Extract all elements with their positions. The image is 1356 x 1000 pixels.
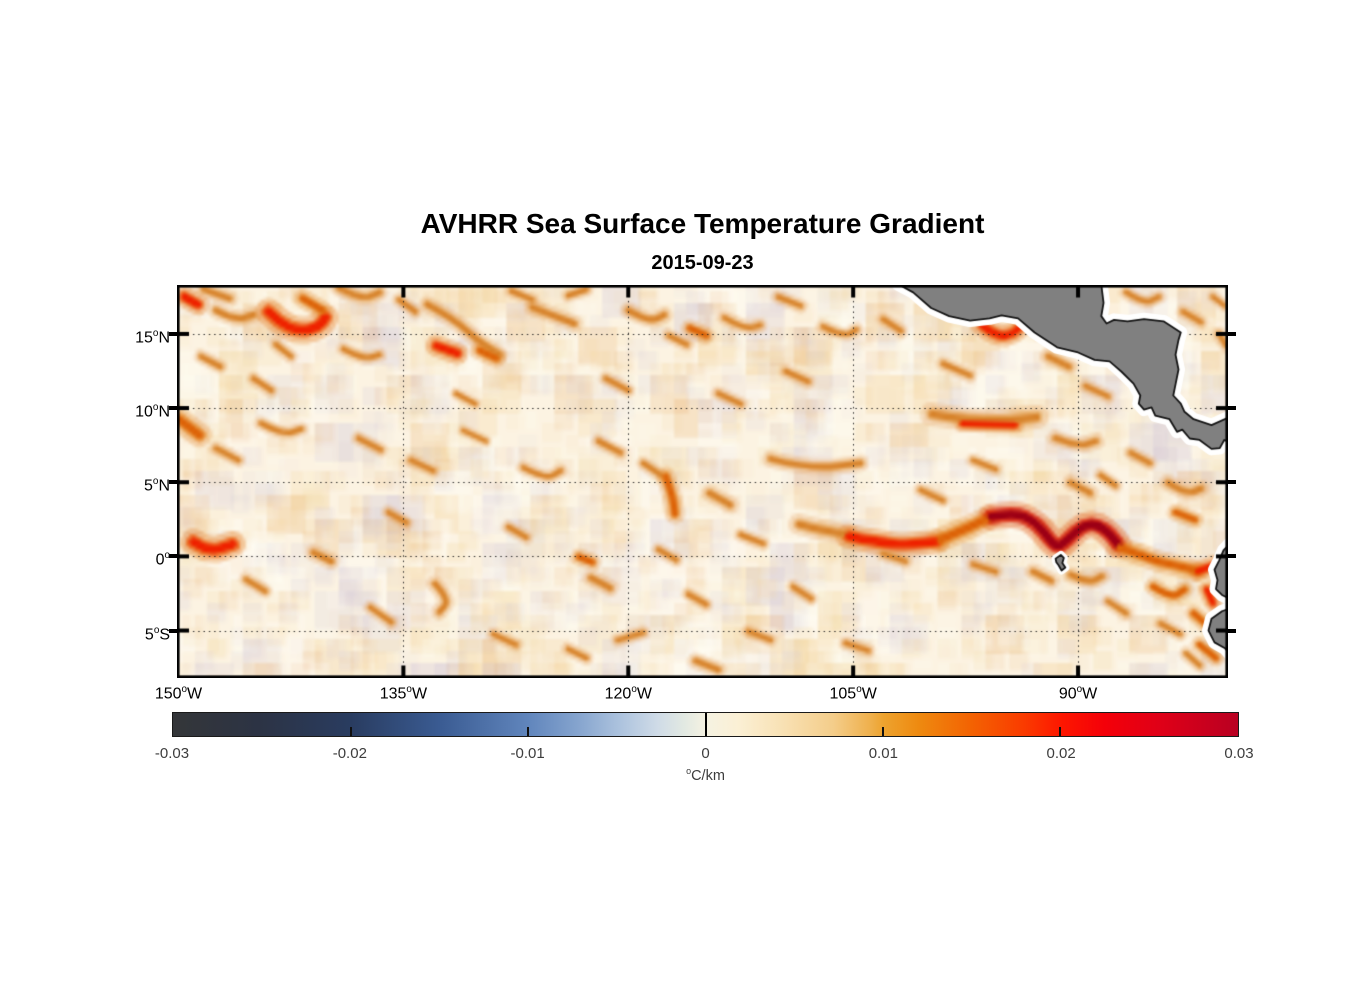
figure-date-subtitle: 2015-09-23 [651, 252, 754, 274]
y-tick-label-15n: 15oN [135, 327, 170, 347]
y-tick-mark [169, 331, 177, 336]
y-tick-mark [1228, 480, 1236, 485]
colorbar-tick-mark [1059, 727, 1062, 736]
colorbar-unit-label: oC/km [686, 766, 725, 784]
colorbar-zero-mark [704, 713, 707, 736]
colorbar-tick-mark [882, 727, 884, 736]
colorbar [172, 712, 1239, 737]
y-tick-label-5n: 5oN [144, 476, 170, 495]
y-tick-mark [169, 554, 177, 559]
map-plot-canvas [177, 285, 1228, 678]
y-tick-mark [169, 628, 177, 633]
colorbar-label-003: 0.03 [1224, 745, 1254, 762]
x-tick-label-120w: 120oW [604, 684, 652, 703]
x-tick-label-135w: 135oW [379, 684, 428, 703]
colorbar-tick-mark [526, 727, 529, 736]
colorbar-label-001: -0.01 [510, 745, 545, 762]
y-tick-label-10n: 10oN [135, 402, 170, 421]
y-tick-mark [1228, 331, 1236, 336]
y-tick-label-5s: 5oS [144, 624, 170, 643]
y-tick-mark [169, 406, 177, 411]
y-tick-mark [1228, 554, 1236, 559]
figure-title: AVHRR Sea Surface Temperature Gradient [420, 208, 985, 239]
x-tick-label-105w: 105oW [829, 684, 877, 703]
y-tick-label-0: 0o [155, 550, 170, 569]
colorbar-label-001: 0.01 [868, 745, 898, 762]
colorbar-label-0: 0 [701, 745, 710, 762]
colorbar-tick-mark [349, 727, 352, 736]
colorbar-label-002: -0.02 [332, 745, 367, 762]
x-tick-label-90w: 90oW [1058, 684, 1098, 703]
y-tick-mark [1228, 628, 1236, 633]
y-tick-mark [169, 480, 177, 485]
colorbar-label-002: 0.02 [1046, 745, 1076, 762]
colorbar-label-003: -0.03 [154, 745, 190, 762]
y-tick-mark [1228, 406, 1236, 411]
x-tick-label-150w: 150oW [154, 684, 203, 703]
